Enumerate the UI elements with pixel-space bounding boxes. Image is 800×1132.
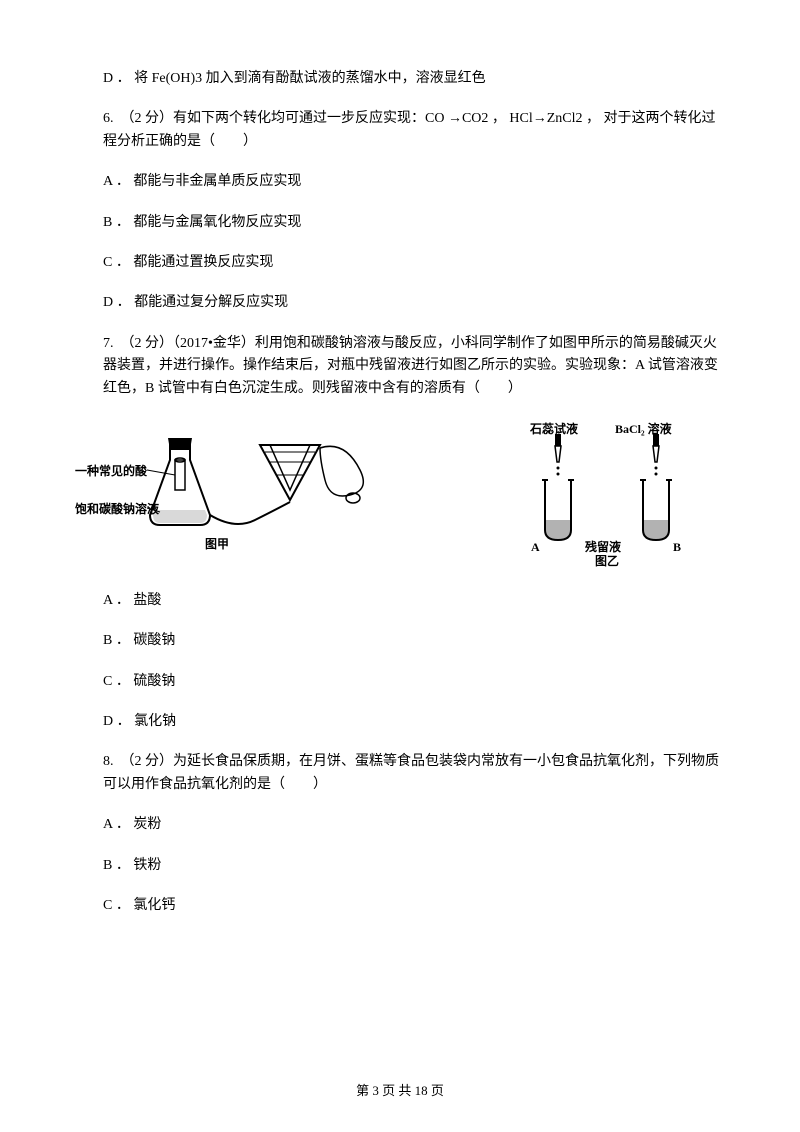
q7-option-c: C ． 硫酸钠	[103, 671, 725, 693]
q7-stem: 7. （2 分）（2017•金华）利用饱和碳酸钠溶液与酸反应，小科同学制作了如图…	[103, 333, 725, 400]
figure-jia: 一种常见的酸 饱和碳酸钠溶液 图甲	[75, 420, 395, 570]
fig-yi-label-a: A	[531, 538, 540, 557]
q7-option-d: D ． 氯化钠	[103, 711, 725, 733]
fig-yi-caption: 图乙	[595, 552, 619, 571]
q7-option-a: A ． 盐酸	[103, 590, 725, 612]
fig-jia-label-soda: 饱和碳酸钠溶液	[75, 500, 159, 519]
fig-yi-label-bacl2: BaCl₂ 溶液	[615, 420, 672, 439]
page-footer: 第 3 页 共 18 页	[75, 1081, 725, 1102]
figure-jia-svg	[75, 420, 395, 570]
q6-option-b: B ． 都能与金属氧化物反应实现	[103, 212, 725, 234]
figure-yi: 石蕊试液 BaCl₂ 溶液 A 残留液 B 图乙	[495, 420, 725, 570]
q6-stem: 6. （2 分）有如下两个转化均可通过一步反应实现：CO →CO2 ， HCl→…	[103, 108, 725, 153]
q8-option-c: C ． 氯化钙	[103, 895, 725, 917]
fig-jia-label-acid: 一种常见的酸	[75, 462, 147, 481]
q6-option-c: C ． 都能通过置换反应实现	[103, 252, 725, 274]
q8-stem: 8. （2 分）为延长食品保质期，在月饼、蛋糕等食品包装袋内常放有一小包食品抗氧…	[103, 751, 725, 796]
q6-option-d: D ． 都能通过复分解反应实现	[103, 292, 725, 314]
q8-option-b: B ． 铁粉	[103, 855, 725, 877]
fig-yi-label-b: B	[673, 538, 681, 557]
q6-option-a: A ． 都能与非金属单质反应实现	[103, 171, 725, 193]
q8-option-a: A ． 炭粉	[103, 814, 725, 836]
q7-option-b: B ． 碳酸钠	[103, 630, 725, 652]
fig-jia-caption: 图甲	[205, 535, 229, 554]
q7-figures: 一种常见的酸 饱和碳酸钠溶液 图甲 石蕊试液 B	[75, 420, 725, 570]
fig-yi-label-litmus: 石蕊试液	[530, 420, 578, 439]
q5-option-d: D ． 将 Fe(OH)3 加入到滴有酚酞试液的蒸馏水中，溶液显红色	[103, 68, 725, 90]
